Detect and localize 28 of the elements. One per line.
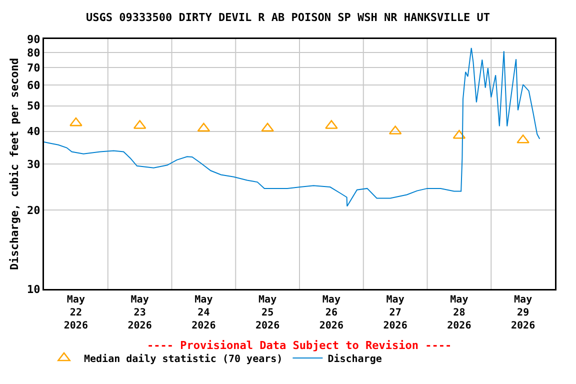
legend-label: Discharge	[328, 352, 382, 365]
x-tick-label: May 28 2026	[447, 294, 472, 332]
point	[197, 122, 210, 132]
y-tick-label: 50	[27, 100, 40, 113]
y-tick-label: 10	[27, 282, 40, 296]
x-tick-label: May 27 2026	[383, 294, 408, 332]
x-tick-label: May 26 2026	[319, 294, 344, 332]
y-tick-label: 70	[27, 61, 40, 74]
x-tick-label: May 29 2026	[511, 294, 536, 332]
line-series	[44, 47, 540, 207]
point	[261, 122, 274, 132]
y-tick-label: 40	[27, 125, 40, 138]
x-tick-label: May 25 2026	[256, 294, 280, 332]
y-tick-label: 20	[27, 204, 40, 217]
point	[70, 117, 82, 126]
x-tick-label: May 23 2026	[128, 294, 152, 332]
x-tick-label: May 22 2026	[64, 294, 88, 332]
y-tick-label: 60	[27, 78, 40, 92]
y-tick-label: 90	[27, 32, 40, 46]
legend-label: Median daily statistic (70 years)	[84, 352, 283, 365]
text: ---- Provisional Data Subject to Revision ----	[147, 339, 452, 352]
point	[516, 134, 530, 144]
y-tick-label: 80	[27, 46, 40, 60]
y-axis-title: Discharge, cubic feet per second	[8, 58, 21, 270]
y-tick-label: 30	[27, 158, 40, 171]
point	[452, 130, 466, 139]
chart-title: USGS 09333500 DIRTY DEVIL R AB POISON SP WSH NR HANKSVILLE UT	[86, 11, 490, 24]
x-tick-label: May 24 2026	[192, 294, 216, 332]
